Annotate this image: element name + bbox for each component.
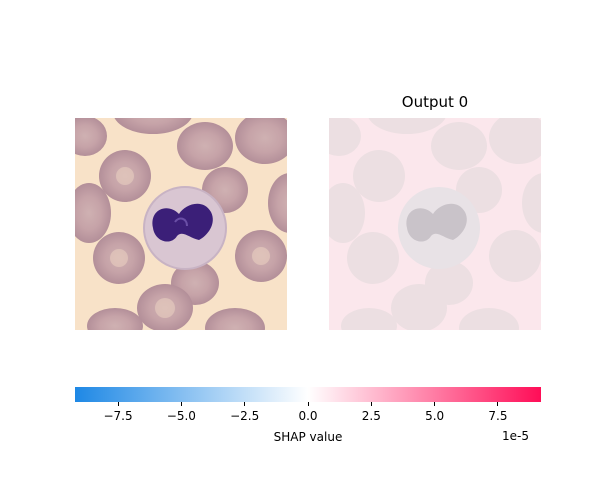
colorbar-tick-mark [497, 402, 499, 406]
colorbar [75, 387, 541, 402]
colorbar-tick-label: 2.5 [361, 409, 381, 423]
input-image [75, 118, 287, 330]
colorbar-tick-label: −5.0 [166, 409, 196, 423]
colorbar-tick-label: −7.5 [103, 409, 133, 423]
colorbar-tick-mark [307, 402, 309, 406]
colorbar-label: SHAP value [273, 430, 343, 444]
colorbar-tick-mark [180, 402, 182, 406]
colorbar-tick-mark [244, 402, 246, 406]
colorbar-tick-mark [370, 402, 372, 406]
shap-overlay-image [329, 118, 541, 330]
shap-map [329, 118, 541, 330]
colorbar-tick-label: 5.0 [425, 409, 445, 423]
colorbar-tick-label: −2.5 [230, 409, 260, 423]
panel-title: Output 0 [401, 93, 469, 111]
colorbar-tick-label: 0.0 [298, 409, 318, 423]
colorbar-tick-mark [434, 402, 436, 406]
blood-smear-image [75, 118, 287, 330]
colorbar-tick-label: 7.5 [488, 409, 508, 423]
colorbar-tick-mark [117, 402, 119, 406]
colorbar-scale-label: 1e-5 [502, 429, 529, 443]
